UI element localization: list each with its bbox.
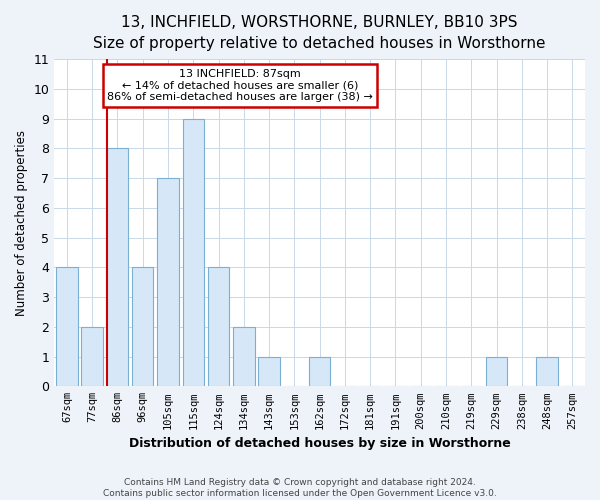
Bar bbox=[82, 327, 103, 386]
X-axis label: Distribution of detached houses by size in Worsthorne: Distribution of detached houses by size … bbox=[129, 437, 511, 450]
Bar bbox=[56, 268, 77, 386]
Y-axis label: Number of detached properties: Number of detached properties bbox=[15, 130, 28, 316]
Bar bbox=[309, 356, 331, 386]
Bar bbox=[259, 356, 280, 386]
Bar bbox=[233, 327, 254, 386]
Bar bbox=[157, 178, 179, 386]
Bar bbox=[107, 148, 128, 386]
Bar bbox=[132, 268, 154, 386]
Bar bbox=[208, 268, 229, 386]
Title: 13, INCHFIELD, WORSTHORNE, BURNLEY, BB10 3PS
Size of property relative to detach: 13, INCHFIELD, WORSTHORNE, BURNLEY, BB10… bbox=[94, 15, 546, 51]
Text: Contains HM Land Registry data © Crown copyright and database right 2024.
Contai: Contains HM Land Registry data © Crown c… bbox=[103, 478, 497, 498]
Bar bbox=[182, 118, 204, 386]
Bar bbox=[486, 356, 507, 386]
Bar bbox=[536, 356, 558, 386]
Text: 13 INCHFIELD: 87sqm
← 14% of detached houses are smaller (6)
86% of semi-detache: 13 INCHFIELD: 87sqm ← 14% of detached ho… bbox=[107, 69, 373, 102]
